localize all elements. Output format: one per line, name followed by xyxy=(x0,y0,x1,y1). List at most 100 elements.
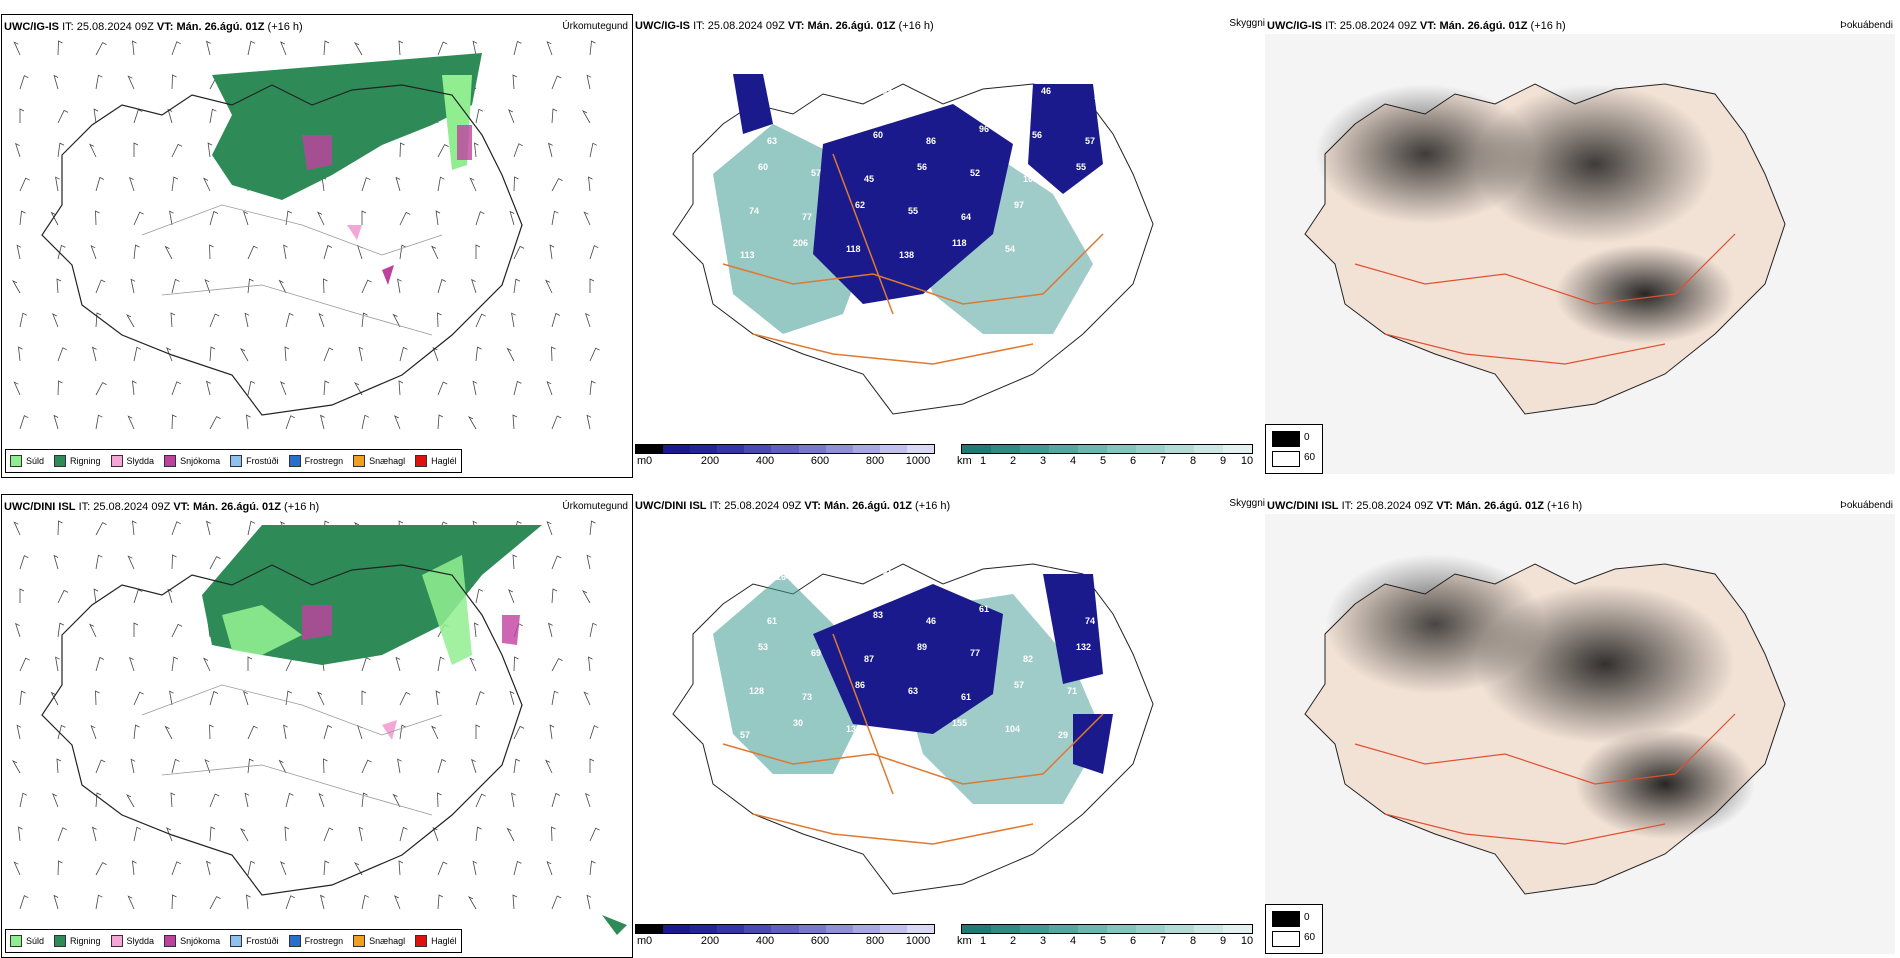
visibility-value-label: 39 xyxy=(776,92,786,102)
panel-type-label: Skyggni xyxy=(1229,18,1265,29)
colorbar-visibility: km 1 2 3 4 5 6 7 8 9 10 xyxy=(957,924,1253,954)
panel-header: UWC/DINI ISL IT: 25.08.2024 09Z VT: Mán.… xyxy=(635,500,951,512)
cbar-tick: 7 xyxy=(1159,455,1167,467)
colorbar-visibility: km 1 2 3 4 5 6 7 8 9 10 xyxy=(957,444,1254,474)
legend-item: Slydda xyxy=(110,935,154,947)
cbar-tick: 6 xyxy=(1129,455,1137,467)
visibility-value-label: 118 xyxy=(846,244,861,254)
roads xyxy=(1354,713,1736,845)
cbar-tick: 6 xyxy=(1129,935,1137,947)
colorbar-height: m 0 200 400 600 800 1000 xyxy=(635,924,935,954)
colorbar-height-labels: m 0 200 400 600 800 1000 xyxy=(637,455,931,467)
panel-header: UWC/DINI ISL IT: 25.08.2024 09Z VT: Mán.… xyxy=(4,501,320,513)
colorbar-visibility-labels: km 1 2 3 4 5 6 7 8 9 10 xyxy=(957,455,1254,467)
cbar-tick: 4 xyxy=(1069,455,1077,467)
legend-item: Rigning xyxy=(54,935,101,947)
cbar-tick: 0 xyxy=(645,455,653,467)
cbar-tick: 1 xyxy=(979,935,987,947)
cbar-tick: 400 xyxy=(755,455,775,467)
visibility-value-label: 86 xyxy=(855,680,865,690)
panel-type-label: Úrkomutegund xyxy=(562,501,628,512)
visibility-value-label: 66 xyxy=(820,604,830,614)
cbar-tick: 9 xyxy=(1219,935,1227,947)
visibility-value-label: 61 xyxy=(979,604,989,614)
visibility-value-label: 63 xyxy=(767,136,777,146)
visibility-panel-top: UWC/IG-IS IT: 25.08.2024 09Z VT: Mán. 26… xyxy=(633,14,1265,478)
cbar-tick: 4 xyxy=(1069,935,1077,947)
visibility-value-label: 74 xyxy=(749,206,759,216)
panel-type-label: Þokuábendi xyxy=(1840,500,1893,511)
precip-areas xyxy=(202,525,627,935)
precip-areas xyxy=(212,53,482,285)
legend-item: Frostregn xyxy=(288,455,343,467)
visibility-value-label: 64 xyxy=(1032,610,1042,620)
visibility-value-label: 58 xyxy=(1094,92,1104,102)
visibility-value-label: 73 xyxy=(802,692,812,702)
visibility-value-label: 56 xyxy=(1032,130,1042,140)
colorbar-height: m 0 200 400 600 800 1000 xyxy=(635,444,935,474)
cbar-tick: 0 xyxy=(645,935,653,947)
visibility-value-label: 45 xyxy=(864,174,874,184)
fog-panel-bottom: UWC/DINI ISL IT: 25.08.2024 09Z VT: Mán.… xyxy=(1265,494,1897,958)
visibility-value-label: 53 xyxy=(758,642,768,652)
precip-map xyxy=(11,520,627,935)
precip-legend: Súld Rigning Slydda Snjókoma Frostúði Fr… xyxy=(5,449,462,473)
legend-item: Frostregn xyxy=(288,935,343,947)
visibility-value-label: 54 xyxy=(1005,244,1015,254)
cbar-tick: 3 xyxy=(1039,455,1047,467)
visibility-value-label: 89 xyxy=(917,642,927,652)
visibility-value-label: 113 xyxy=(740,250,755,260)
visibility-value-labels: 70 39 77 89 54 39 46 58 63 49 60 86 96 56 57 60 57 45 56 52… xyxy=(723,86,1104,260)
precip-type-panel-top: UWC/IG-IS IT: 25.08.2024 09Z VT: Mán. 26… xyxy=(1,14,633,478)
visibility-value-label: 138 xyxy=(899,250,914,260)
panel-header: UWC/IG-IS IT: 25.08.2024 09Z VT: Mán. 26… xyxy=(635,20,934,32)
legend-item: Haglél xyxy=(415,935,457,947)
visibility-value-label: 87 xyxy=(864,654,874,664)
visibility-value-label: 96 xyxy=(979,124,989,134)
visibility-value-label: 57 xyxy=(1085,136,1095,146)
visibility-value-label: 39 xyxy=(988,98,998,108)
colorbar-height-bar xyxy=(635,444,935,454)
visibility-value-label: 92 xyxy=(723,566,733,576)
legend-item: Rigning xyxy=(54,455,101,467)
colorbar-visibility-bar xyxy=(961,444,1253,454)
cbar-tick: 10 xyxy=(1240,455,1254,467)
visibility-value-label: 46 xyxy=(1041,86,1051,96)
cbar-tick: 200 xyxy=(700,935,720,947)
cbar-tick: 2 xyxy=(1009,455,1017,467)
cbar-tick: 5 xyxy=(1099,455,1107,467)
cbar-tick: 600 xyxy=(810,935,830,947)
visibility-panel-bottom: UWC/DINI ISL IT: 25.08.2024 09Z VT: Mán.… xyxy=(633,494,1265,958)
visibility-value-label: 60 xyxy=(758,162,768,172)
visibility-value-label: 62 xyxy=(855,200,865,210)
visibility-value-label: 89 xyxy=(882,86,892,96)
visibility-value-label: 82 xyxy=(1023,654,1033,664)
visibility-value-label: 64 xyxy=(961,212,971,222)
colorbar-height-bar xyxy=(635,924,935,934)
visibility-value-label: 136 xyxy=(846,724,861,734)
visibility-value-label: 77 xyxy=(829,98,839,108)
visibility-value-label: 57 xyxy=(1014,680,1024,690)
cbar-tick: 8 xyxy=(1189,935,1197,947)
cbar-tick: 1000 xyxy=(905,935,931,947)
visibility-value-label: 77 xyxy=(970,648,980,658)
fog-swatch-light xyxy=(1272,451,1300,467)
fog-swatch-dark xyxy=(1272,911,1300,927)
visibility-dark xyxy=(813,574,1113,774)
fog-swatch-dark xyxy=(1272,431,1300,447)
visibility-dark xyxy=(733,74,1103,304)
panel-type-label: Úrkomutegund xyxy=(562,21,628,32)
visibility-value-label: 206 xyxy=(793,238,808,248)
cbar-tick: 600 xyxy=(810,455,830,467)
legend-item: Súld xyxy=(10,935,44,947)
panel-type-label: Skyggni xyxy=(1229,498,1265,509)
cbar-tick: 800 xyxy=(865,455,885,467)
fog-panel-top: UWC/IG-IS IT: 25.08.2024 09Z VT: Mán. 26… xyxy=(1265,14,1897,478)
visibility-value-label: 128 xyxy=(749,686,764,696)
visibility-value-label: 155 xyxy=(952,718,967,728)
cbar-tick: 200 xyxy=(700,455,720,467)
visibility-value-label: 58 xyxy=(1041,566,1051,576)
iceland-coast xyxy=(41,84,523,416)
roads xyxy=(1354,233,1736,365)
fog-map xyxy=(1265,34,1895,474)
